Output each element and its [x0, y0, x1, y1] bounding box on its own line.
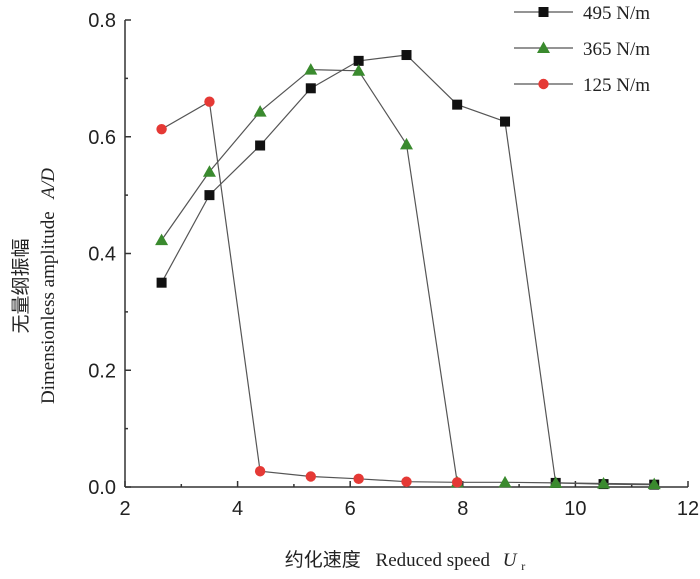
data-point-square [255, 140, 266, 151]
series-line-triangle [161, 68, 655, 485]
data-point-triangle [647, 477, 661, 490]
data-point-triangle [304, 63, 318, 75]
legend-label-square: 495 N/m [583, 3, 650, 24]
data-point-triangle [597, 476, 611, 489]
x-tick-label: 2 [119, 498, 130, 520]
x-tick-label: 12 [677, 498, 699, 520]
legend-label-circle: 125 N/m [583, 75, 650, 96]
x-tick-label: 6 [345, 498, 356, 520]
data-point-square [156, 277, 167, 288]
data-point-triangle [549, 476, 563, 488]
data-point-triangle [253, 105, 267, 117]
data-point-square [500, 116, 511, 127]
data-point-square [353, 55, 364, 66]
data-point-circle [401, 476, 412, 487]
data-point-circle [204, 96, 215, 107]
x-tick-label: 8 [457, 498, 468, 520]
data-point-circle [451, 477, 463, 488]
legend: 495 N/m 365 N/m 125 N/m [514, 3, 650, 96]
axes: 2 4 6 8 10 12 0.0 0.2 0.4 0.6 0.8 [88, 10, 699, 520]
series-layer [155, 50, 661, 490]
data-point-circle [156, 123, 167, 135]
legend-label-triangle: 365 N/m [583, 39, 650, 60]
data-point-triangle [498, 475, 512, 488]
data-point-square [452, 99, 463, 110]
x-tick-label: 10 [564, 498, 586, 520]
y-tick-label: 0.8 [88, 10, 116, 32]
y-tick-label: 0.2 [88, 360, 116, 382]
x-axis-title-sub: r [521, 559, 525, 573]
y-axis-title-en: Dimensionless amplitude A/D [38, 168, 59, 404]
x-axis-title-var: U [503, 550, 518, 571]
data-point-square [305, 83, 316, 94]
data-point-triangle [155, 233, 169, 246]
y-axis-title-zh: 无量纲振幅 [10, 238, 32, 333]
data-point-triangle [400, 137, 413, 150]
y-axis-title-var: A/D [38, 168, 59, 201]
data-point-triangle [202, 165, 216, 177]
y-tick-label: 0.0 [88, 477, 116, 499]
data-point-circle [353, 473, 364, 485]
data-point-triangle [352, 64, 366, 76]
legend-marker-square [538, 7, 549, 17]
series-line-square [161, 54, 655, 486]
series-line-circle [161, 100, 458, 483]
x-tick-label: 4 [232, 498, 243, 520]
data-point-square [204, 190, 215, 201]
legend-marker-circle [538, 78, 549, 90]
data-point-square [401, 50, 412, 61]
y-axis-title-en-text: Dimensionless amplitude [38, 211, 59, 404]
series-circle [156, 96, 463, 488]
y-tick-label: 0.6 [88, 127, 116, 149]
y-tick-label: 0.4 [88, 244, 116, 266]
series-triangle [155, 63, 661, 490]
x-axis-title-zh: 约化速度 [285, 549, 361, 571]
x-axis-title: 约化速度 Reduced speed U r [285, 549, 525, 573]
x-axis-title-en: Reduced speed [376, 550, 491, 571]
data-point-circle [254, 466, 266, 477]
data-point-circle [305, 471, 316, 482]
legend-marker-triangle [537, 41, 550, 53]
